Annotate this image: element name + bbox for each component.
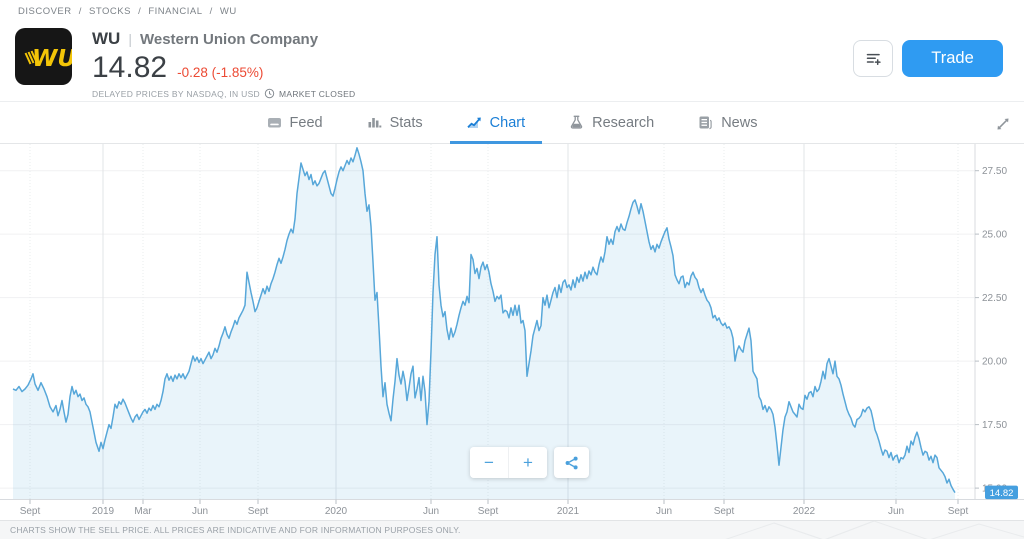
breadcrumb: DISCOVER / STOCKS / FINANCIAL / WU xyxy=(18,6,241,17)
tab-feed-label: Feed xyxy=(289,114,323,131)
zoom-divider xyxy=(508,447,509,478)
title-separator: | xyxy=(128,31,132,47)
svg-text:WU: WU xyxy=(32,46,72,72)
trade-button[interactable]: Trade xyxy=(902,40,1003,77)
disclaimer-text: CHARTS SHOW THE SELL PRICE. ALL PRICES A… xyxy=(10,525,461,535)
y-axis-label: 25.00 xyxy=(982,230,1007,241)
chart-icon xyxy=(467,115,482,130)
x-axis-label: Jun xyxy=(888,506,904,517)
x-axis-label: Mar xyxy=(134,506,152,517)
price-line xyxy=(12,147,956,493)
breadcrumb-financial[interactable]: FINANCIAL xyxy=(148,6,203,17)
wu-logo: WU xyxy=(15,28,76,85)
header-actions: Trade xyxy=(853,40,1003,77)
share-button[interactable] xyxy=(554,447,589,478)
x-axis-label: 2022 xyxy=(793,506,816,517)
x-axis-label: 2020 xyxy=(325,506,348,517)
y-axis-label: 17.50 xyxy=(982,420,1007,431)
add-to-watchlist-button[interactable] xyxy=(853,40,893,77)
share-icon xyxy=(564,455,580,471)
price-change: -0.28 (-1.85%) xyxy=(177,65,264,80)
tab-stats[interactable]: Stats xyxy=(350,102,440,143)
x-axis-label: Sept xyxy=(248,506,269,517)
price-chart[interactable]: 27.5025.0022.5020.0017.5015.00Sept2019Ma… xyxy=(0,144,1024,518)
breadcrumb-separator: / xyxy=(78,6,82,17)
zoom-out-button[interactable]: − xyxy=(470,447,508,478)
current-price: 14.82 xyxy=(92,51,168,84)
breadcrumb-wu[interactable]: WU xyxy=(219,6,237,17)
x-axis-label: Jun xyxy=(656,506,672,517)
market-status: MARKET CLOSED xyxy=(279,88,356,99)
tab-research[interactable]: Research xyxy=(552,102,671,143)
expand-chart-icon[interactable] xyxy=(994,115,1012,133)
zoom-in-button[interactable]: + xyxy=(509,447,547,478)
breadcrumb-separator: / xyxy=(138,6,142,17)
tab-stats-label: Stats xyxy=(389,114,423,131)
stats-icon xyxy=(367,115,382,130)
x-axis-label: Sept xyxy=(714,506,735,517)
breadcrumb-stocks[interactable]: STOCKS xyxy=(89,6,131,17)
price-area-fill xyxy=(13,147,955,500)
x-axis-label: 2021 xyxy=(557,506,580,517)
y-axis-label: 27.50 xyxy=(982,166,1007,177)
add-to-list-icon xyxy=(865,50,882,67)
ticker-symbol: WU xyxy=(92,29,121,48)
chart-disclaimer-bar: CHARTS SHOW THE SELL PRICE. ALL PRICES A… xyxy=(0,520,1024,539)
tab-news-label: News xyxy=(721,114,758,131)
news-icon xyxy=(698,115,713,130)
chart-controls: − + xyxy=(470,447,589,478)
tab-chart-label: Chart xyxy=(489,114,526,131)
company-name: Western Union Company xyxy=(139,31,319,48)
x-axis-label: Sept xyxy=(948,506,969,517)
clock-icon xyxy=(264,88,275,99)
tab-chart[interactable]: Chart xyxy=(449,102,543,144)
x-axis-label: Jun xyxy=(423,506,439,517)
background-pattern xyxy=(725,521,1024,539)
tab-research-label: Research xyxy=(592,114,655,131)
y-axis-label: 20.00 xyxy=(982,357,1007,368)
tab-feed[interactable]: Feed xyxy=(250,102,340,143)
feed-icon xyxy=(267,115,282,130)
current-price-badge-label: 14.82 xyxy=(990,488,1014,499)
chart-canvas[interactable]: 27.5025.0022.5020.0017.5015.00Sept2019Ma… xyxy=(0,144,1024,518)
delayed-prices-note: DELAYED PRICES BY NASDAQ, IN USD xyxy=(92,88,260,99)
x-axis-label: Sept xyxy=(478,506,499,517)
breadcrumb-discover[interactable]: DISCOVER xyxy=(18,6,72,17)
breadcrumb-separator: / xyxy=(209,6,213,17)
current-price-badge xyxy=(985,485,1018,500)
x-axis-label: 2019 xyxy=(92,506,115,517)
y-axis-label: 22.50 xyxy=(982,293,1007,304)
research-flask-icon xyxy=(569,115,584,130)
x-axis-label: Sept xyxy=(20,506,41,517)
instrument-summary: WU | Western Union Company 14.82 -0.28 (… xyxy=(92,29,355,99)
tab-bar: Feed Stats xyxy=(0,101,1024,144)
zoom-controls: − + xyxy=(470,447,547,478)
x-axis-label: Jun xyxy=(192,506,208,517)
tab-news[interactable]: News xyxy=(681,102,774,143)
